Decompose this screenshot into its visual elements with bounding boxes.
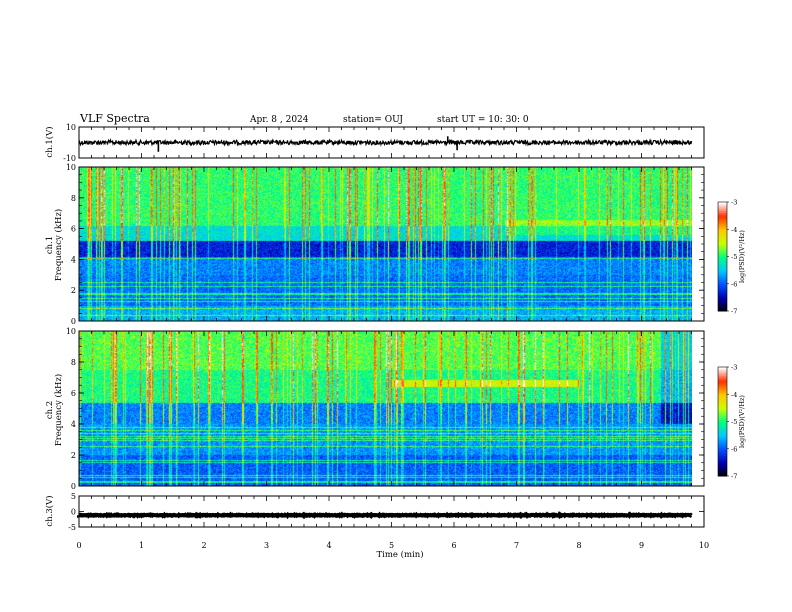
ch1-spectrogram-ytick-4: 4 — [71, 255, 76, 264]
ch1-spectrogram-ytick-6: 6 — [71, 225, 76, 234]
ch3-waveform-ytick--5: -5 — [68, 523, 76, 532]
xtick-8: 8 — [576, 541, 581, 550]
ch1-waveform-ylabel: ch.1(V) — [44, 126, 55, 157]
xtick-9: 9 — [639, 541, 644, 550]
ch2-spectrogram-image — [79, 331, 692, 486]
ch1-waveform-ytick--10: -10 — [63, 154, 76, 163]
xaxis-label: Time (min) — [376, 549, 423, 560]
ch2-spectrogram-ytick-2: 2 — [71, 451, 76, 460]
colorbar-tick-2--5: -5 — [731, 418, 737, 426]
ch2-spectrogram-ylabel: ch.2Frequency (kHz) — [45, 374, 64, 446]
colorbar-label-1: log(PSD)(V²/Hz) — [738, 230, 746, 283]
ch1-spectrogram-ytick-0: 0 — [71, 317, 76, 326]
chart-title: VLF Spectra — [79, 112, 150, 125]
colorbar-tick-1--6: -6 — [731, 280, 737, 288]
ch3-waveform-trace — [77, 511, 693, 520]
ch3-waveform-ytick-0: 0 — [71, 508, 76, 517]
colorbar-tick-2--3: -3 — [731, 364, 737, 372]
ch1-colorbar: -3 -4 -5 -6 -7 log(PSD)(V²/Hz) — [717, 199, 746, 316]
ch2-spectrogram-panel: 0 2 4 6 8 10 — [66, 327, 705, 491]
colorbar-tick-2--6: -6 — [731, 445, 737, 453]
ch2-colorbar: -3 -4 -5 -6 -7 log(PSD)(V²/Hz) — [717, 364, 746, 481]
xtick-0: 0 — [76, 541, 81, 550]
xtick-5: 5 — [389, 541, 394, 550]
ch1-spectrogram-panel: 0 2 4 6 8 10 — [66, 163, 705, 326]
colorbar-tick-1--4: -4 — [731, 226, 737, 234]
start-ut-label: start UT = 10: 30: 0 — [437, 115, 529, 125]
ch2-spectrogram-ytick-10: 10 — [66, 327, 76, 336]
ch2-spectrogram-ytick-4: 4 — [71, 420, 76, 429]
xtick-2: 2 — [201, 541, 206, 550]
ch2-spectrogram-ytick-8: 8 — [71, 358, 76, 367]
xtick-1: 1 — [139, 541, 144, 550]
station-label: station= OUJ — [343, 115, 403, 125]
ch1-spectrogram-image — [79, 167, 692, 321]
colorbar-label-2: log(PSD)(V²/Hz) — [738, 395, 746, 448]
ch1-spectrogram-ytick-8: 8 — [71, 194, 76, 203]
ch1-spectrogram-ylabel: ch.1Frequency (kHz) — [45, 209, 64, 281]
xtick-4: 4 — [326, 541, 331, 550]
ch1-waveform-trace — [78, 138, 693, 147]
colorbar-tick-2--4: -4 — [731, 391, 737, 399]
colorbar-tick-1--7: -7 — [731, 308, 737, 316]
ch1-spectrogram-ytick-10: 10 — [66, 163, 76, 172]
date-label: Apr. 8 , 2024 — [249, 115, 309, 125]
xtick-10: 10 — [699, 541, 709, 550]
ch1-waveform-ytick-10: 10 — [66, 123, 76, 132]
time-axis: 0 1 2 3 4 5 6 7 8 9 10 — [76, 541, 709, 550]
ch1-waveform-panel: 10 -10 — [63, 123, 705, 163]
ch1-spectrogram-ytick-2: 2 — [71, 286, 76, 295]
colorbar-tick-2--7: -7 — [731, 473, 737, 481]
xtick-7: 7 — [514, 541, 519, 550]
ch3-waveform-panel: 5 0 -5 — [68, 492, 705, 532]
ch2-spectrogram-ytick-0: 0 — [71, 482, 76, 491]
ch3-waveform-ytick-5: 5 — [71, 492, 76, 501]
xtick-6: 6 — [451, 541, 456, 550]
ch3-waveform-ylabel: ch.3(V) — [44, 495, 55, 526]
xtick-3: 3 — [264, 541, 269, 550]
ch2-spectrogram-ytick-6: 6 — [71, 389, 76, 398]
colorbar-tick-1--5: -5 — [731, 253, 737, 261]
colorbar-tick-1--3: -3 — [731, 199, 737, 207]
